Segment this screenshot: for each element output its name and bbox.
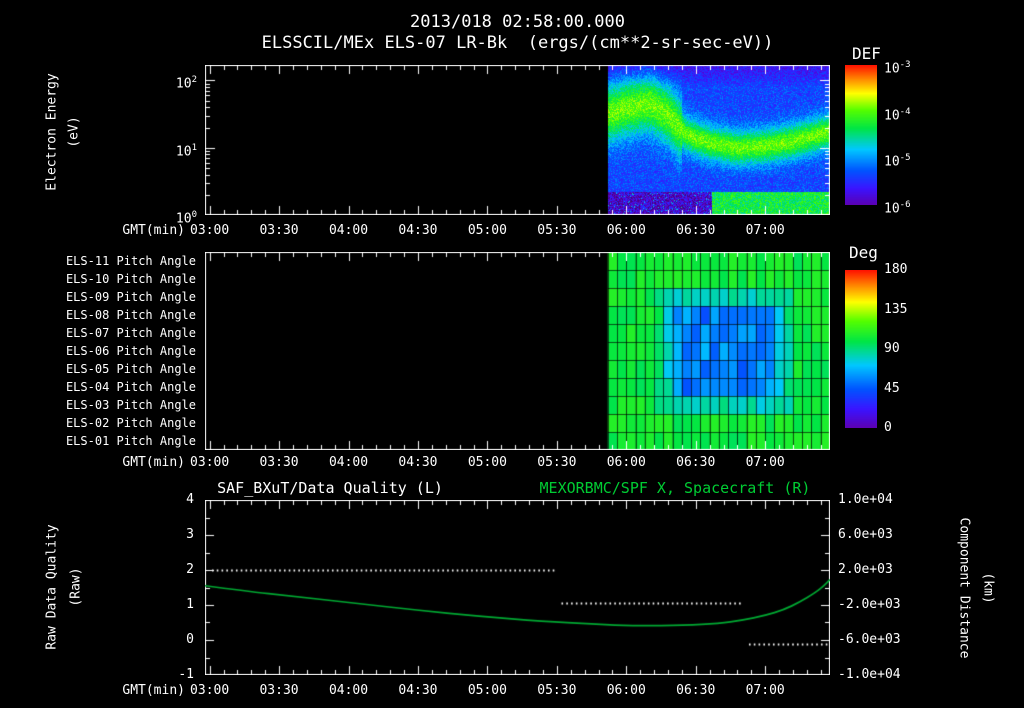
energy-tick-label: 100 — [148, 207, 197, 223]
time-tick-label: 05:30 — [523, 683, 591, 698]
def-colorbar — [845, 65, 877, 205]
spacecraft-series-title: MEXORBMC/SPF X, Spacecraft (R) — [520, 479, 830, 497]
time-tick-label: 04:00 — [315, 223, 383, 238]
quality-ylabel-units: (Raw) — [69, 567, 84, 606]
time-axis-spectrogram: GMT(min) 03:00 03:30 04:00 04:30 05:00 05:30 06… — [0, 223, 1024, 239]
time-tick-label: 03:30 — [245, 683, 313, 698]
time-tick-label: 04:00 — [315, 683, 383, 698]
distance-ylabel-units: (km) — [981, 572, 996, 603]
deg-colorbar-tick: 45 — [884, 381, 962, 397]
gmt-label: GMT(min) — [85, 455, 185, 470]
time-tick-label: 05:30 — [523, 455, 591, 470]
pitch-row-label: ELS-10 Pitch Angle — [56, 270, 196, 288]
time-tick-label: 03:00 — [176, 455, 244, 470]
distance-ylabel: Component Distance — [957, 518, 972, 659]
distance-tick-label: -2.0e+03 — [838, 597, 916, 613]
time-tick-label: 06:00 — [592, 455, 660, 470]
def-colorbar-label: DEF — [852, 44, 881, 63]
time-tick-label: 07:00 — [731, 223, 799, 238]
pitch-row-label: ELS-02 Pitch Angle — [56, 414, 196, 432]
time-tick-label: 06:30 — [662, 223, 730, 238]
distance-tick-label: -6.0e+03 — [838, 632, 916, 648]
time-tick-label: 03:30 — [245, 223, 313, 238]
deg-colorbar-tick: 135 — [884, 302, 962, 318]
pitch-row-label: ELS-03 Pitch Angle — [56, 396, 196, 414]
time-tick-label: 06:00 — [592, 683, 660, 698]
time-tick-label: 04:00 — [315, 455, 383, 470]
distance-tick-label: -1.0e+04 — [838, 667, 916, 683]
time-tick-label: 05:30 — [523, 223, 591, 238]
distance-tick-label: 6.0e+03 — [838, 527, 916, 543]
def-colorbar-tick: 10-4 — [884, 104, 962, 120]
spectrogram-ylabel-units: (eV) — [67, 116, 82, 147]
electron-energy-spectrogram — [205, 65, 830, 215]
deg-colorbar-label: Deg — [849, 243, 878, 262]
time-tick-label: 05:00 — [453, 223, 521, 238]
quality-tick-label: -1 — [150, 667, 194, 683]
time-tick-label: 04:30 — [384, 223, 452, 238]
time-tick-label: 07:00 — [731, 455, 799, 470]
time-tick-label: 05:00 — [453, 455, 521, 470]
els-quicklook-screen: 2013/018 02:58:00.000 ELSSCIL/MEx ELS-07… — [0, 0, 1024, 708]
timestamp: 2013/018 02:58:00.000 — [205, 12, 830, 32]
time-tick-label: 03:00 — [176, 683, 244, 698]
gmt-label: GMT(min) — [85, 683, 185, 698]
def-colorbar-tick: 10-3 — [884, 57, 962, 73]
deg-colorbar-tick: 0 — [884, 420, 962, 436]
pitch-row-label: ELS-04 Pitch Angle — [56, 378, 196, 396]
quality-tick-label: 1 — [150, 597, 194, 613]
quality-tick-label: 2 — [150, 562, 194, 578]
spectrogram-ylabel: Electron Energy — [45, 73, 60, 190]
pitch-row-label: ELS-05 Pitch Angle — [56, 360, 196, 378]
distance-tick-label: 1.0e+04 — [838, 492, 916, 508]
quality-tick-label: 0 — [150, 632, 194, 648]
pitch-row-label: ELS-09 Pitch Angle — [56, 288, 196, 306]
quality-series-title: SAF_BXuT/Data Quality (L) — [175, 479, 485, 497]
time-tick-label: 03:30 — [245, 455, 313, 470]
pitch-row-label: ELS-08 Pitch Angle — [56, 306, 196, 324]
def-colorbar-tick: 10-5 — [884, 150, 962, 166]
def-colorbar-tick: 10-6 — [884, 197, 962, 213]
deg-colorbar — [845, 270, 877, 428]
time-axis-lineplot: GMT(min) 03:00 03:30 04:00 04:30 05:00 05:30 06… — [0, 683, 1024, 699]
time-tick-label: 06:30 — [662, 455, 730, 470]
pitch-row-label: ELS-06 Pitch Angle — [56, 342, 196, 360]
time-tick-label: 06:00 — [592, 223, 660, 238]
energy-tick-label: 101 — [148, 140, 197, 156]
plot-title: ELSSCIL/MEx ELS-07 LR-Bk (ergs/(cm**2-sr… — [205, 33, 830, 53]
gmt-label: GMT(min) — [85, 223, 185, 238]
pitch-angle-heatmap — [205, 252, 830, 450]
quality-tick-label: 4 — [150, 492, 194, 508]
time-tick-label: 06:30 — [662, 683, 730, 698]
pitch-row-label: ELS-01 Pitch Angle — [56, 432, 196, 450]
time-tick-label: 04:30 — [384, 455, 452, 470]
quality-tick-label: 3 — [150, 527, 194, 543]
pitch-row-label: ELS-11 Pitch Angle — [56, 252, 196, 270]
deg-colorbar-tick: 90 — [884, 341, 962, 357]
time-tick-label: 04:30 — [384, 683, 452, 698]
pitch-row-label: ELS-07 Pitch Angle — [56, 324, 196, 342]
time-axis-pitch: GMT(min) 03:00 03:30 04:00 04:30 05:00 05:30 06… — [0, 455, 1024, 471]
time-tick-label: 05:00 — [453, 683, 521, 698]
energy-tick-label: 102 — [148, 72, 197, 88]
deg-colorbar-tick: 180 — [884, 262, 962, 278]
quality-ylabel: Raw Data Quality — [45, 524, 60, 649]
quality-distance-plot — [205, 500, 830, 675]
time-tick-label: 07:00 — [731, 683, 799, 698]
distance-tick-label: 2.0e+03 — [838, 562, 916, 578]
